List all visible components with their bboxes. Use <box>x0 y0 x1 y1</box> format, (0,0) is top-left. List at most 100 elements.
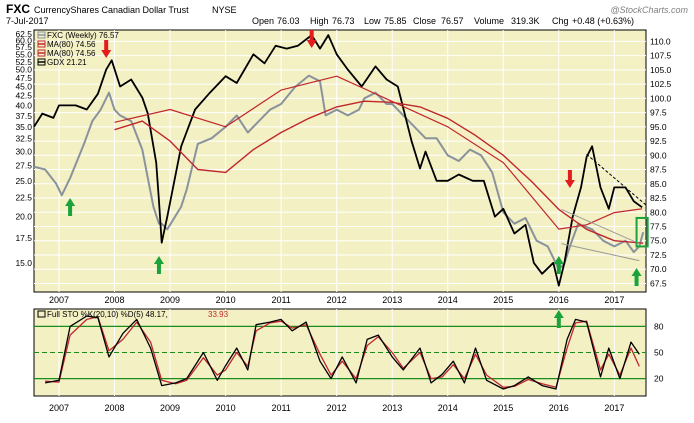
stochastic-tick-label: 20 <box>654 374 664 384</box>
right-tick-label: 97.5 <box>650 108 667 118</box>
high-value: 76.73 <box>332 16 355 26</box>
close-label: Close <box>413 16 436 26</box>
down-arrow-icon <box>306 30 317 48</box>
up-arrow-icon <box>65 198 76 216</box>
volume-label: Volume <box>474 16 504 26</box>
right-tick-label: 110.0 <box>650 36 671 46</box>
chart-title: CurrencyShares Canadian Dollar Trust <box>34 5 189 15</box>
x-tick-label: 2017 <box>604 295 624 305</box>
right-tick-label: 100.0 <box>650 93 672 103</box>
left-tick-label: 27.5 <box>15 161 32 171</box>
stochastic-k-line <box>44 315 640 390</box>
x-tick-label: 2015 <box>493 403 513 413</box>
x-tick-label: 2016 <box>549 403 569 413</box>
right-tick-label: 70.0 <box>650 264 667 274</box>
stochastic-legend-label: Full STO %K(20,10) %D(5) 48.17, <box>47 310 168 319</box>
left-tick-label: 52.5 <box>15 57 32 67</box>
left-tick-label: 60.0 <box>15 35 32 45</box>
down-arrow-icon <box>564 170 575 188</box>
right-axis: 110.0 107.5 105.0 102.5 100.0 97.5 95.0 92.5 90.… <box>650 36 672 288</box>
channel-lower-line <box>561 243 640 262</box>
x-tick-label: 2012 <box>327 295 347 305</box>
x-tick-label: 2013 <box>382 403 402 413</box>
up-arrow-icon <box>553 310 564 328</box>
fxc-ma80-line <box>114 100 644 244</box>
exchange: NYSE <box>212 5 237 15</box>
left-tick-label: 50.0 <box>15 65 32 75</box>
close-value: 76.57 <box>441 16 464 26</box>
stochastic-annotations <box>553 310 564 328</box>
up-arrow-icon <box>631 268 642 286</box>
x-tick-label: 2015 <box>493 295 513 305</box>
x-tick-label: 2009 <box>160 295 180 305</box>
resistance-trendline <box>586 153 647 206</box>
open-label: Open <box>252 16 274 26</box>
right-tick-label: 80.0 <box>650 207 667 217</box>
legend-label: FXC (Weekly) 76.57 <box>47 31 119 40</box>
x-tick-label: 2016 <box>549 295 569 305</box>
gdx-line <box>33 34 643 287</box>
right-tick-label: 67.5 <box>650 278 667 288</box>
right-tick-label: 92.5 <box>650 136 667 146</box>
left-tick-label: 17.5 <box>15 233 32 243</box>
stochastic-legend-d-value: 33.93 <box>208 310 229 319</box>
left-tick-label: 45.0 <box>15 82 32 92</box>
open-value: 76.03 <box>277 16 300 26</box>
stochastic-grid <box>34 309 646 396</box>
x-tick-label: 2013 <box>382 295 402 305</box>
x-tick-label: 2017 <box>604 403 624 413</box>
x-axis-bottom: 2007 2008 2009 2010 2011 2012 2013 2014 2015 2016… <box>49 403 624 413</box>
up-arrow-icon <box>153 256 164 274</box>
right-tick-label: 102.5 <box>650 79 672 89</box>
price-lines <box>33 34 645 287</box>
highlight-box <box>635 216 649 248</box>
right-tick-label: 107.5 <box>650 51 672 61</box>
down-arrow-icon <box>101 40 112 58</box>
low-value: 75.85 <box>384 16 407 26</box>
x-tick-label: 2012 <box>327 403 347 413</box>
fxc-line <box>33 74 645 271</box>
chg-value: +0.48 (+0.63%) <box>572 16 634 26</box>
left-tick-label: 42.5 <box>15 91 32 101</box>
left-tick-label: 62.5 <box>15 29 32 39</box>
price-grid <box>34 30 646 292</box>
x-tick-label: 2014 <box>438 295 458 305</box>
legend-label: GDX 21.21 <box>47 58 87 67</box>
left-tick-label: 15.0 <box>15 258 32 268</box>
right-tick-label: 72.5 <box>650 250 667 260</box>
x-tick-label: 2008 <box>105 295 125 305</box>
x-axis-top: 2007 2008 2009 2010 2011 2012 2013 2014 2015 2016… <box>49 295 624 305</box>
price-annotations <box>65 30 649 286</box>
x-tick-label: 2007 <box>49 295 69 305</box>
left-tick-label: 47.5 <box>15 73 32 83</box>
left-tick-label: 57.5 <box>15 42 32 52</box>
right-tick-label: 95.0 <box>650 122 667 132</box>
legend-label: MA(80) 74.56 <box>47 40 96 49</box>
stochastic-axis: 80 50 20 <box>654 321 664 383</box>
chg-label: Chg <box>552 16 569 26</box>
stochastic-lines <box>44 315 640 390</box>
left-tick-label: 30.0 <box>15 147 32 157</box>
x-tick-label: 2010 <box>216 295 236 305</box>
right-tick-label: 105.0 <box>650 65 672 75</box>
high-label: High <box>310 16 329 26</box>
left-tick-label: 25.0 <box>15 176 32 186</box>
right-tick-label: 87.5 <box>650 165 667 175</box>
stockcharts-logo: @StockCharts.com <box>610 5 688 15</box>
x-tick-label: 2011 <box>271 295 290 305</box>
right-tick-label: 75.0 <box>650 236 667 246</box>
right-tick-label: 90.0 <box>650 150 667 160</box>
left-axis: 62.560.057.555.052.550.047.545.042.540.0… <box>15 29 32 268</box>
left-tick-label: 55.0 <box>15 49 32 59</box>
left-tick-label: 32.5 <box>15 134 32 144</box>
stochastic-tick-label: 50 <box>654 348 664 358</box>
left-tick-label: 20.0 <box>15 212 32 222</box>
chart-symbol: FXC <box>6 2 30 16</box>
x-tick-label: 2014 <box>438 403 458 413</box>
channel-upper-line <box>561 208 640 245</box>
legend-swatch <box>37 310 46 318</box>
x-tick-label: 2009 <box>160 403 180 413</box>
price-panel <box>33 29 647 293</box>
